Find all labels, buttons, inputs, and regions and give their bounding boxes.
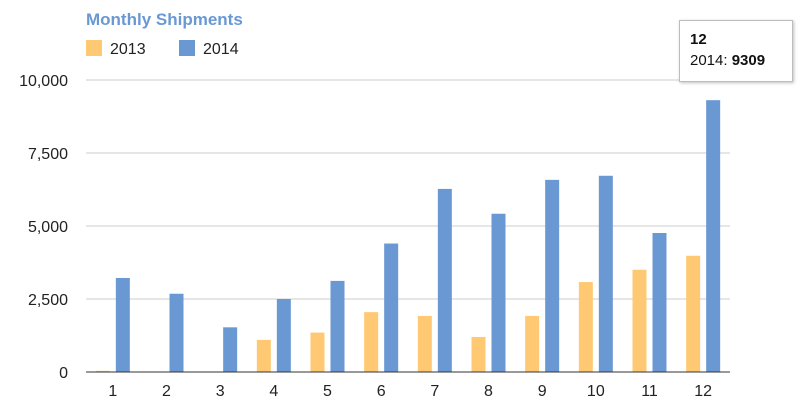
x-tick-label: 3 xyxy=(216,383,225,400)
x-tick-label: 8 xyxy=(484,383,493,400)
bar-2014-10[interactable] xyxy=(598,175,613,372)
bar-2013-7[interactable] xyxy=(417,315,432,372)
bars xyxy=(95,100,721,373)
bar-2013-12[interactable] xyxy=(686,255,701,372)
legend-swatch-2014 xyxy=(179,40,195,56)
x-tick-label: 6 xyxy=(377,383,386,400)
x-tick-label: 4 xyxy=(269,383,278,400)
x-tick-label: 2 xyxy=(162,383,171,400)
x-tick-label: 9 xyxy=(538,383,547,400)
bar-2013-6[interactable] xyxy=(364,312,379,372)
y-axis-ticks: 0 2,500 5,000 7,500 10,000 xyxy=(19,73,68,382)
chart-title: Monthly Shipments xyxy=(86,10,243,29)
gridlines xyxy=(86,79,730,300)
legend[interactable]: 2013 2014 xyxy=(86,40,239,58)
y-tick-label: 10,000 xyxy=(19,73,68,90)
x-axis-ticks: 1 2 3 4 5 6 7 8 9 10 11 12 xyxy=(108,383,712,400)
x-tick-label: 5 xyxy=(323,383,332,400)
x-tick-label: 1 xyxy=(108,383,117,400)
bar-2013-11[interactable] xyxy=(632,269,647,372)
bar-2014-1[interactable] xyxy=(115,277,130,372)
bar-2014-9[interactable] xyxy=(545,179,560,372)
legend-swatch-2013 xyxy=(86,40,102,56)
bar-2014-4[interactable] xyxy=(276,299,291,372)
bar-2014-5[interactable] xyxy=(330,280,345,372)
bar-2014-11[interactable] xyxy=(652,233,667,372)
tooltip-category: 12 xyxy=(690,31,707,48)
legend-item-2014[interactable]: 2014 xyxy=(179,40,239,58)
bar-2013-5[interactable] xyxy=(310,332,325,372)
legend-item-2013[interactable]: 2013 xyxy=(86,40,146,58)
bar-2014-7[interactable] xyxy=(437,188,452,372)
bar-2013-4[interactable] xyxy=(256,339,271,372)
legend-label-2013: 2013 xyxy=(110,41,146,58)
y-tick-label: 7,500 xyxy=(28,146,68,163)
x-tick-label: 10 xyxy=(587,383,605,400)
bar-2014-8[interactable] xyxy=(491,213,506,372)
tooltip-line: 2014: 9309 xyxy=(690,50,782,71)
bar-2014-2[interactable] xyxy=(169,293,184,372)
legend-label-2014: 2014 xyxy=(203,41,239,58)
bar-2014-12[interactable] xyxy=(706,100,721,373)
bar-2013-10[interactable] xyxy=(578,282,593,372)
y-tick-label: 2,500 xyxy=(28,292,68,309)
tooltip-series-label: 2014: xyxy=(690,52,732,69)
bar-2013-1[interactable] xyxy=(95,370,110,372)
x-tick-label: 11 xyxy=(641,383,658,400)
y-tick-label: 0 xyxy=(59,365,68,382)
bar-2013-8[interactable] xyxy=(471,336,486,372)
bar-2014-6[interactable] xyxy=(384,243,399,372)
bar-2013-9[interactable] xyxy=(525,315,540,372)
tooltip-value: 9309 xyxy=(731,52,766,69)
tooltip: 12 2014: 9309 xyxy=(679,20,793,82)
x-tick-label: 12 xyxy=(694,383,712,400)
bar-2014-3[interactable] xyxy=(223,327,238,372)
y-tick-label: 5,000 xyxy=(28,219,68,236)
x-tick-label: 7 xyxy=(430,383,439,400)
